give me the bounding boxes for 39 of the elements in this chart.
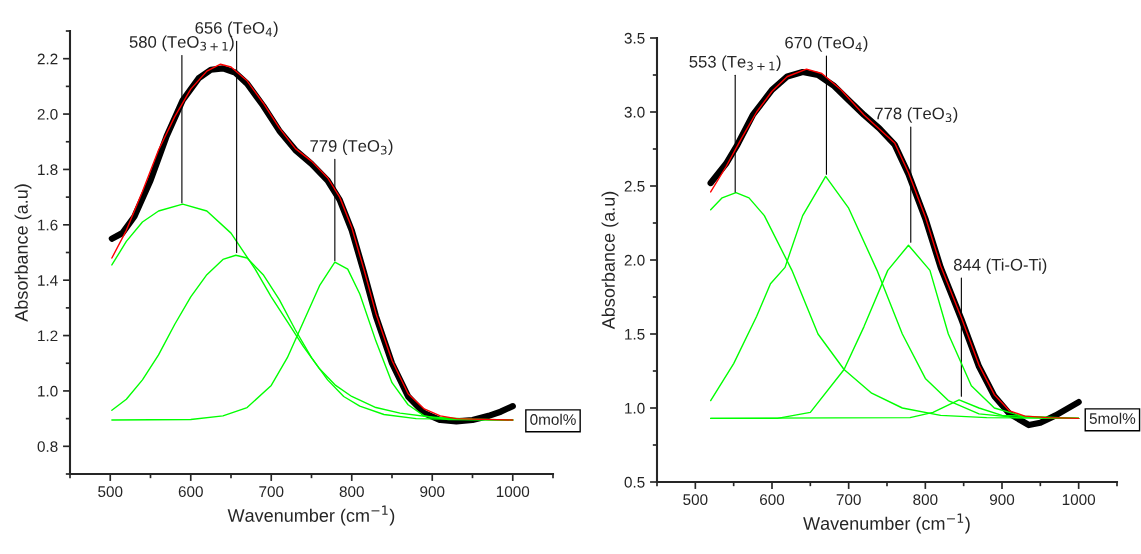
y-tick-label: 2.5	[624, 180, 645, 192]
x-tick-label: 900	[420, 486, 445, 498]
x-tick-label: 1000	[1062, 494, 1096, 506]
x-tick-label: 900	[989, 494, 1015, 506]
y-tick-label: 1.4	[38, 275, 58, 286]
x-tick-label: 600	[178, 486, 203, 498]
y-tick-label: 2.0	[624, 254, 645, 266]
annotation: 844 (Ti-O-Ti)	[953, 258, 1047, 274]
x-tick-label: 600	[760, 494, 785, 506]
x-tick-label: 700	[836, 494, 861, 506]
annotation: 670 (TeO$_{4}$)	[785, 36, 868, 52]
x-tick-label: 500	[683, 494, 708, 506]
y-tick-label: 1.6	[38, 219, 58, 231]
annotation: 5mol%	[1089, 412, 1136, 424]
y-tick-label: 1.5	[625, 329, 645, 340]
y-tick-label: 2.2	[37, 53, 58, 65]
x-tick-label: 500	[98, 486, 123, 498]
annotation: 779 (TeO$_{3}$)	[310, 139, 393, 156]
annotation: 778 (TeO$_{3}$)	[875, 107, 958, 123]
y-tick-label: 1.8	[38, 164, 58, 176]
y-tick-label: 1.0	[625, 402, 645, 414]
x-tick-label: 800	[913, 494, 938, 506]
y-tick-label: 0.8	[37, 441, 58, 452]
x-tick-label: 800	[339, 486, 364, 498]
y-tick-label: 3.0	[624, 106, 645, 118]
annotation: 580 (TeO$_{3+1}$)	[129, 35, 234, 52]
y-tick-label: 2.0	[37, 108, 58, 120]
x-axis-title: Wavenumber (cm$^{−1}$)	[803, 513, 970, 534]
annotation: 553 (Te$_{3+1}$)	[689, 55, 781, 71]
y-tick-label: 1.0	[38, 385, 58, 397]
y-tick-label: 3.5	[624, 32, 645, 44]
x-tick-label: 700	[259, 486, 284, 498]
annotation: 0mol%	[530, 413, 576, 425]
x-axis-title: Wavenumber (cm$^{−1}$)	[227, 505, 395, 526]
x-tick-label: 1000	[496, 486, 530, 498]
y-tick-label: 0.5	[624, 476, 645, 488]
y-axis-title: Absorbance (a.u)	[601, 191, 619, 330]
y-tick-label: 1.2	[38, 330, 58, 342]
y-axis-title: Absorbance (a.u)	[14, 184, 32, 322]
